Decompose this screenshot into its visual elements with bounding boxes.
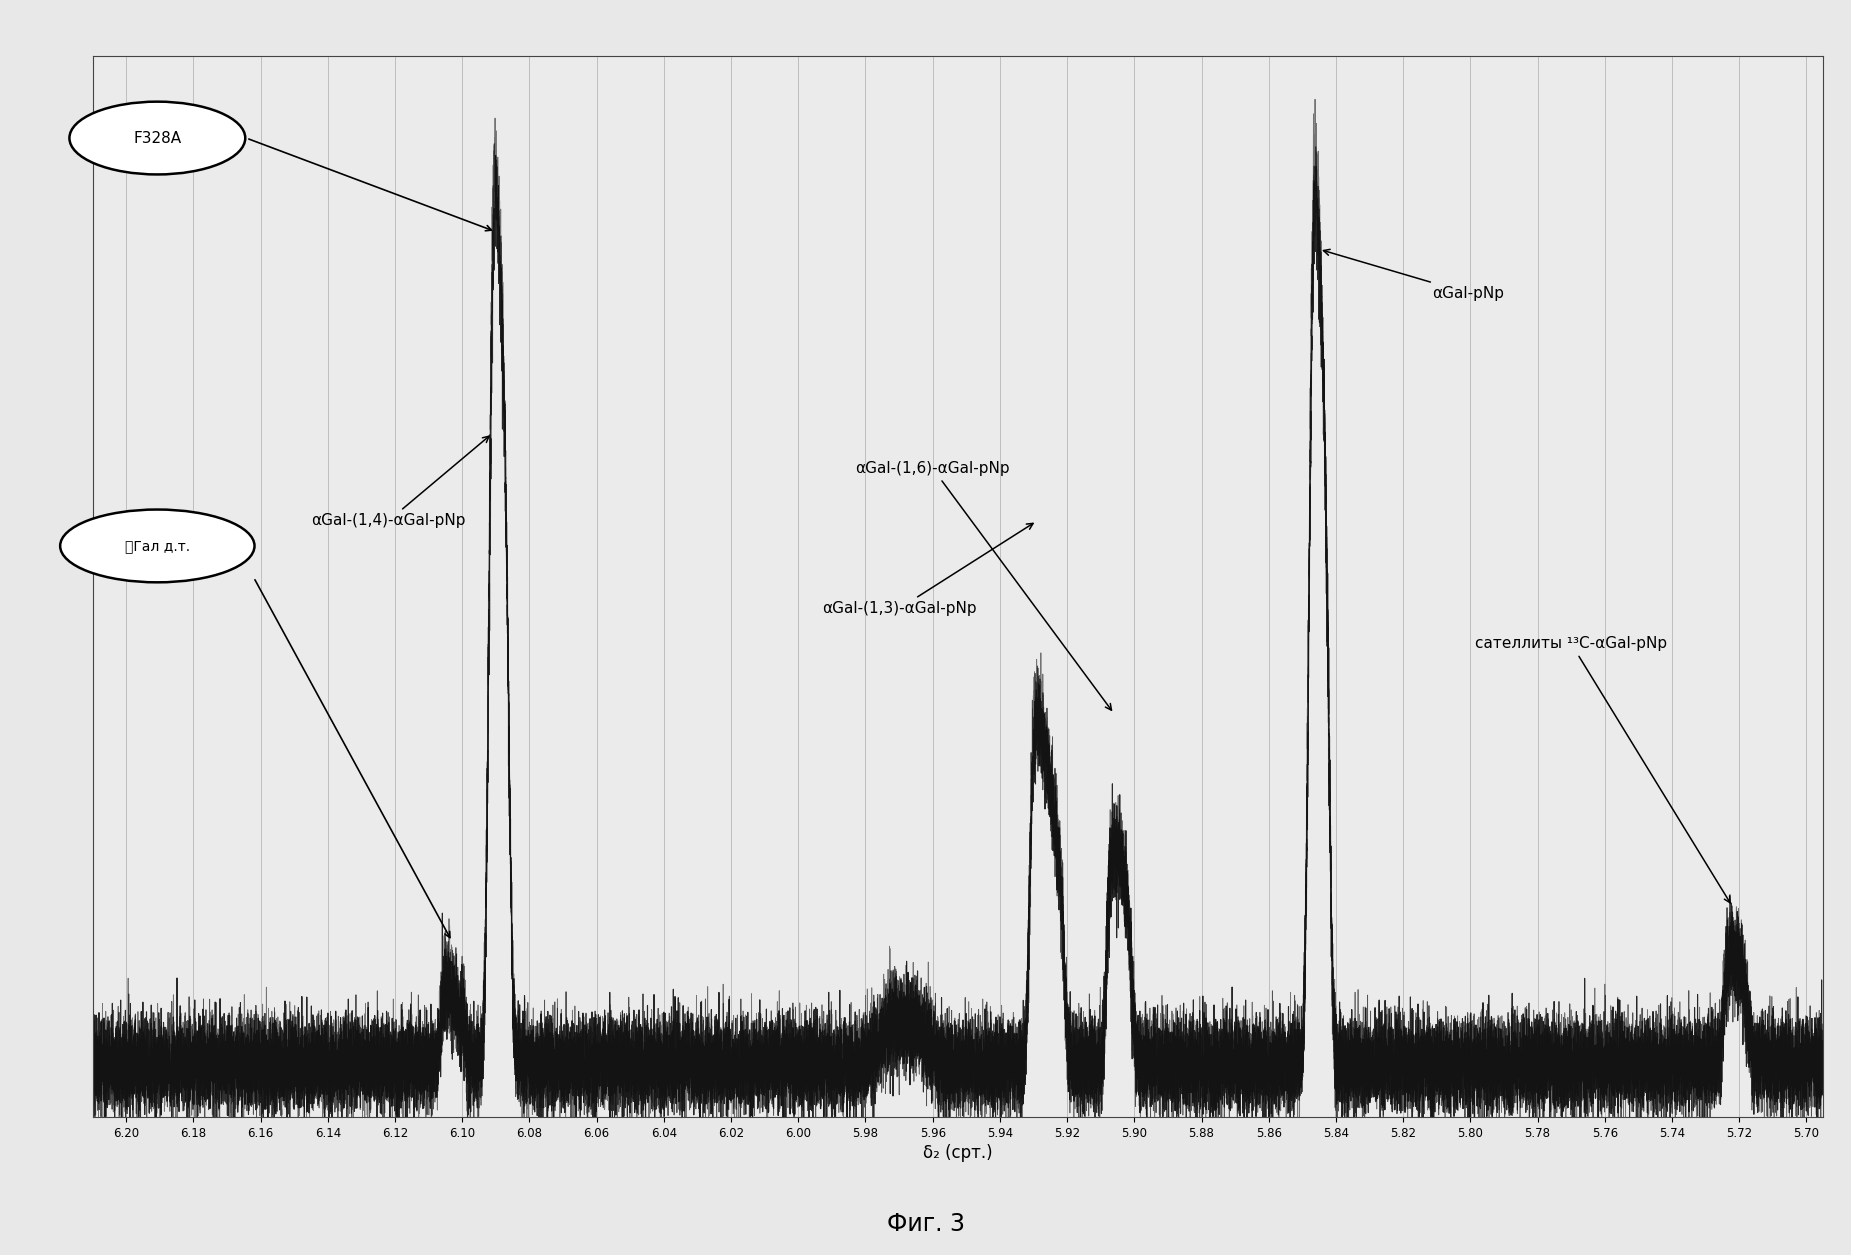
Text: Фиг. 3: Фиг. 3: [887, 1211, 964, 1236]
Text: αGal-(1,3)-αGal-pNp: αGal-(1,3)-αGal-pNp: [822, 523, 1033, 616]
Text: сателлиты ¹³C-αGal-pNp: сателлиты ¹³C-αGal-pNp: [1475, 636, 1731, 902]
X-axis label: δ₂ (срт.): δ₂ (срт.): [924, 1143, 992, 1162]
Ellipse shape: [70, 102, 244, 174]
Ellipse shape: [61, 510, 255, 582]
Text: αGal-(1,4)-αGal-pNp: αGal-(1,4)-αGal-pNp: [311, 437, 489, 528]
Text: αGal-(1,6)-αGal-pNp: αGal-(1,6)-αGal-pNp: [855, 461, 1111, 710]
Text: 䈬Гал д.т.: 䈬Гал д.т.: [124, 538, 191, 553]
Text: F328A: F328A: [133, 131, 181, 146]
Text: αGal-pNp: αGal-pNp: [1323, 250, 1505, 301]
